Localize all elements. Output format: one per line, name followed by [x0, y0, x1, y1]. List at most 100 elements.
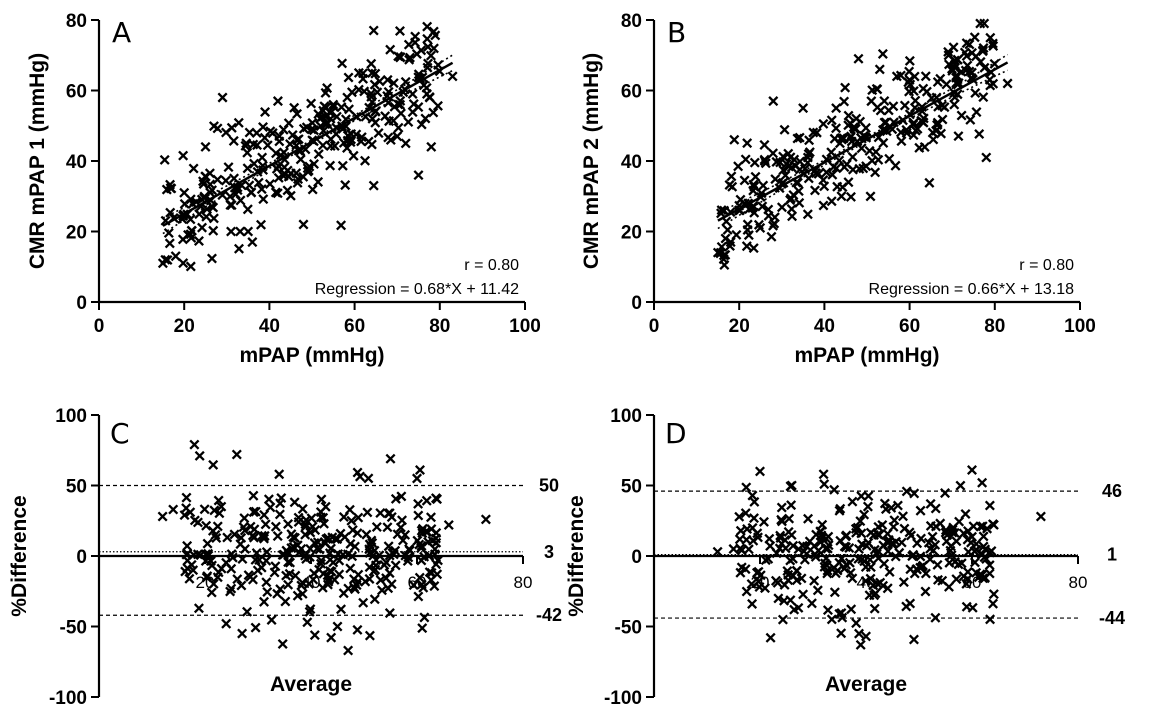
- data-point: [233, 117, 244, 128]
- data-point: [937, 100, 948, 111]
- data-point: [425, 512, 437, 523]
- data-point: [400, 76, 411, 87]
- data-point: [850, 123, 861, 134]
- data-point: [783, 575, 794, 586]
- reference-label-2: -44: [1099, 608, 1125, 628]
- data-point: [826, 115, 837, 126]
- x-tick-label: 20: [174, 316, 195, 337]
- data-point: [905, 530, 917, 541]
- data-point: [349, 541, 360, 552]
- data-point: [243, 226, 254, 237]
- data-point: [289, 102, 300, 113]
- data-point: [899, 100, 910, 111]
- data-point: [308, 574, 319, 585]
- data-point: [267, 128, 278, 139]
- data-point: [366, 58, 377, 69]
- data-point: [346, 87, 357, 98]
- reference-label-0: 50: [539, 476, 559, 496]
- data-point: [806, 598, 817, 609]
- data-point: [233, 243, 245, 254]
- data-point: [962, 566, 973, 577]
- data-point: [346, 128, 357, 140]
- data-point: [257, 152, 268, 163]
- data-point: [228, 135, 239, 146]
- data-point: [871, 83, 882, 94]
- y-axis-label: CMR mPAP 1 (mmHg): [26, 53, 49, 269]
- data-point: [747, 598, 758, 609]
- data-point: [788, 540, 799, 551]
- data-point: [348, 574, 360, 585]
- data-point: [879, 498, 890, 509]
- data-point: [826, 147, 837, 158]
- data-point: [974, 129, 985, 140]
- data-point: [802, 209, 813, 220]
- regression-line: [162, 61, 454, 227]
- data-point: [229, 529, 240, 540]
- data-point: [869, 603, 880, 614]
- data-point: [429, 581, 440, 592]
- data-point: [367, 113, 378, 124]
- x-tick-label: 100: [509, 316, 541, 337]
- data-point: [408, 580, 419, 591]
- y-tick-label: 50: [621, 477, 642, 498]
- data-point: [194, 209, 205, 220]
- data-point: [226, 226, 237, 237]
- data-point: [809, 185, 820, 196]
- data-point: [977, 477, 988, 488]
- data-point: [264, 178, 275, 190]
- data-point: [728, 543, 739, 554]
- data-point: [896, 136, 907, 147]
- data-point: [985, 32, 996, 43]
- data-point: [275, 584, 286, 595]
- data-point: [740, 154, 751, 165]
- data-point: [829, 587, 840, 598]
- data-point: [768, 148, 779, 159]
- data-point: [302, 166, 313, 177]
- data-point: [727, 181, 738, 192]
- data-point: [856, 539, 868, 550]
- data-point: [385, 44, 396, 55]
- data-point: [786, 480, 797, 491]
- data-point: [363, 473, 374, 484]
- data-point: [981, 152, 992, 163]
- data-point: [773, 593, 784, 604]
- data-point: [376, 585, 387, 596]
- data-point: [414, 464, 426, 476]
- y-axis-label: %Difference: [565, 495, 588, 616]
- data-point: [858, 163, 869, 174]
- x-tick-label: 20: [751, 573, 770, 592]
- data-point: [917, 116, 928, 127]
- data-point: [923, 537, 934, 548]
- data-point: [965, 114, 976, 125]
- data-point: [793, 602, 804, 613]
- data-point: [237, 628, 248, 639]
- data-point: [244, 127, 255, 138]
- data-point: [741, 482, 752, 493]
- data-point: [844, 543, 855, 554]
- data-point: [263, 494, 274, 505]
- data-point: [354, 471, 366, 482]
- data-point: [987, 38, 998, 49]
- reference-label-1: 1: [1107, 545, 1117, 565]
- data-point: [266, 614, 277, 625]
- data-point: [971, 107, 982, 118]
- data-point: [851, 113, 862, 124]
- x-tick-label: 40: [259, 316, 280, 337]
- data-point: [270, 521, 281, 532]
- data-point: [754, 466, 766, 477]
- data-point: [818, 200, 829, 211]
- data-point: [830, 568, 841, 579]
- data-point: [157, 258, 168, 269]
- data-point: [338, 512, 349, 523]
- data-point: [283, 557, 294, 568]
- data-point: [225, 586, 236, 597]
- data-point: [750, 171, 761, 182]
- panel-letter: D: [665, 417, 687, 450]
- data-point: [329, 140, 340, 151]
- data-point: [422, 21, 433, 32]
- data-point: [285, 138, 296, 150]
- data-point: [889, 515, 900, 526]
- data-point: [274, 136, 285, 147]
- data-point: [908, 634, 919, 645]
- data-point: [205, 187, 216, 198]
